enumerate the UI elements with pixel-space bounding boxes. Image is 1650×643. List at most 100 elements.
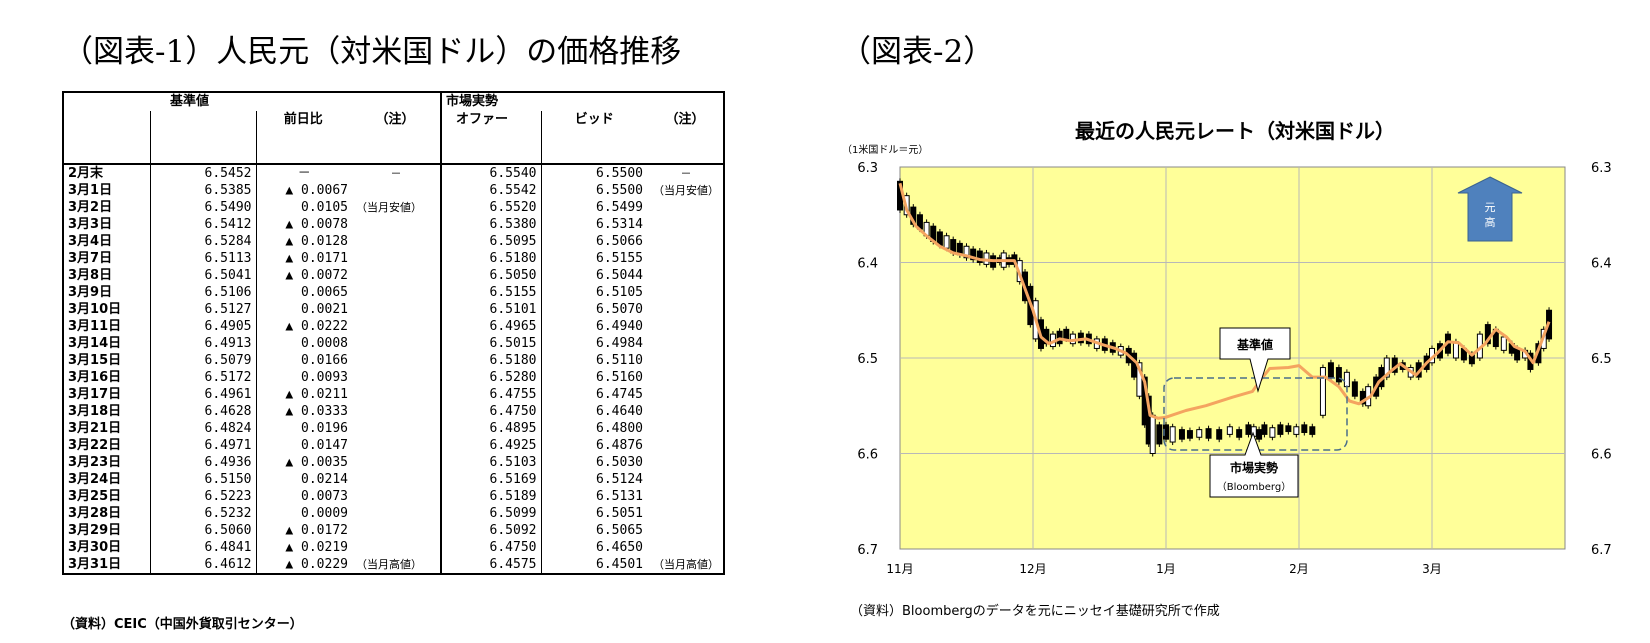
cell-offer: 6.4895 — [440, 420, 541, 437]
cell-bid: 6.5500 — [540, 163, 647, 182]
candle-body — [1196, 429, 1203, 438]
cell-note2 — [647, 471, 724, 488]
candle-body — [976, 250, 983, 263]
cell-date: 3月14日 — [68, 336, 122, 351]
table-row: 3月30日 6.4841 ▲ 0.0219 6.4750 6.4650 — [63, 539, 724, 556]
cell-note1 — [350, 403, 441, 420]
cell-date: 3月8日 — [68, 268, 113, 283]
cell-bid: 6.5065 — [540, 522, 647, 539]
header-offer: オファー — [440, 111, 541, 164]
cell-offer: 6.5092 — [440, 522, 541, 539]
y-tick-left: 6.3 — [857, 161, 878, 176]
y-tick-right: 6.5 — [1591, 352, 1612, 367]
cell-note1 — [350, 233, 441, 250]
cell-note2 — [647, 301, 724, 318]
cell-base: 6.5127 — [149, 301, 256, 318]
cell-diff: ▲ 0.0072 — [255, 267, 350, 284]
cell-note1 — [350, 301, 441, 318]
candle-body — [1343, 371, 1350, 388]
cell-bid: 6.4650 — [540, 539, 647, 556]
cell-diff: ▲ 0.0211 — [255, 386, 350, 403]
candle-body — [970, 248, 977, 261]
market-callout: 市場実勢 （Bloomberg） — [1209, 431, 1299, 498]
cell-diff: 0.0065 — [255, 284, 350, 301]
cell-diff: ▲ 0.0222 — [255, 318, 350, 335]
candle — [1335, 364, 1342, 385]
cell-diff: ▲ 0.0171 — [255, 250, 350, 267]
header-note2: （注） — [665, 112, 705, 127]
cell-bid: 6.5110 — [540, 352, 647, 369]
cell-note1 — [350, 437, 441, 454]
cell-bid: 6.4876 — [540, 437, 647, 454]
header-blank — [647, 92, 724, 111]
candle — [1216, 426, 1223, 443]
cell-note2 — [647, 420, 724, 437]
cell-date: 3月28日 — [68, 506, 122, 521]
candle — [963, 243, 970, 261]
table-row: 3月23日 6.4936 ▲ 0.0035 6.5103 6.5030 — [63, 454, 724, 471]
x-tick-label: 3月 — [1422, 562, 1442, 576]
cell-date: 3月17日 — [68, 387, 122, 402]
x-tick-label: 11月 — [886, 562, 913, 576]
cell-offer: 6.5380 — [440, 216, 541, 233]
table-row: 3月29日 6.5060 ▲ 0.0172 6.5092 6.5065 — [63, 522, 724, 539]
candle-body — [1309, 426, 1316, 435]
cell-bid: 6.5500 — [540, 182, 647, 199]
header-date-cell — [63, 111, 150, 164]
candle-body — [1383, 357, 1390, 378]
table-row: 3月7日 6.5113 ▲ 0.0171 6.5180 6.5155 — [63, 250, 724, 267]
cell-note2 — [647, 250, 724, 267]
table-row: 3月21日 6.4824 0.0196 6.4895 6.4800 — [63, 420, 724, 437]
cell-note2 — [647, 488, 724, 505]
cell-offer: 6.5103 — [440, 454, 541, 471]
x-tick-label: 12月 — [1019, 562, 1046, 576]
cell-date: 3月9日 — [68, 285, 113, 300]
table-row: 3月4日 6.5284 ▲ 0.0128 6.5095 6.5066 — [63, 233, 724, 250]
candle-body — [1149, 414, 1156, 454]
cell-offer: 6.4750 — [440, 539, 541, 556]
cell-note2: （当月高値） — [653, 558, 719, 571]
cell-diff: 0.0214 — [255, 471, 350, 488]
chart-title: 最近の人民元レート（対米国ドル） — [1075, 119, 1395, 143]
candle-body — [1351, 381, 1358, 397]
candle-body — [1261, 424, 1268, 435]
cell-bid: 6.5499 — [540, 199, 647, 216]
cell-note2 — [647, 522, 724, 539]
cell-base: 6.5223 — [149, 488, 256, 505]
cell-note1 — [350, 250, 441, 267]
cell-offer: 6.5520 — [440, 199, 541, 216]
candle — [1319, 364, 1326, 419]
cell-note2 — [647, 505, 724, 522]
cell-note2 — [647, 267, 724, 284]
table-row: 3月11日 6.4905 ▲ 0.0222 6.4965 6.4940 — [63, 318, 724, 335]
cell-date: 3月16日 — [68, 370, 122, 385]
cell-base: 6.4841 — [149, 539, 256, 556]
cell-offer: 6.5280 — [440, 369, 541, 386]
cell-base: 6.5385 — [149, 182, 256, 199]
candle — [1186, 427, 1193, 442]
y-tick-left: 6.4 — [857, 257, 878, 272]
candle — [1236, 426, 1243, 441]
cell-date: 3月7日 — [68, 251, 113, 266]
candle-body — [1256, 429, 1263, 440]
cell-bid: 6.5066 — [540, 233, 647, 250]
table-row: 3月28日 6.5232 0.0009 6.5099 6.5051 — [63, 505, 724, 522]
header-blank — [350, 92, 441, 111]
cell-bid: 6.4501 — [540, 556, 647, 574]
cell-note2: － — [647, 163, 724, 182]
candle-body — [1131, 352, 1138, 378]
cell-base: 6.4961 — [149, 386, 256, 403]
cell-note2 — [647, 335, 724, 352]
yuan-up-arrow: 元 高 — [1457, 176, 1523, 242]
cell-offer: 6.5180 — [440, 352, 541, 369]
cell-note1 — [350, 318, 441, 335]
cell-note2 — [647, 318, 724, 335]
header-date — [62, 92, 150, 111]
cell-date: 3月21日 — [68, 421, 122, 436]
market-callout-label: 市場実勢 — [1230, 460, 1278, 475]
cell-date: 3月1日 — [68, 183, 113, 198]
cell-base: 6.4971 — [149, 437, 256, 454]
cell-note2: （当月安値） — [653, 184, 719, 197]
candle-body — [1178, 429, 1185, 440]
header-row-sub: 前日比 （注） オファー ビッド （注） — [63, 111, 724, 164]
